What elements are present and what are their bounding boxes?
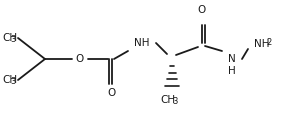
Text: 3: 3 bbox=[10, 35, 15, 44]
Text: 2: 2 bbox=[266, 38, 271, 47]
Text: 3: 3 bbox=[172, 97, 178, 106]
Text: CH: CH bbox=[2, 75, 17, 85]
Text: O: O bbox=[198, 5, 206, 15]
Text: NH: NH bbox=[134, 38, 150, 48]
Text: CH: CH bbox=[2, 33, 17, 43]
Text: O: O bbox=[76, 54, 84, 64]
Text: NH: NH bbox=[254, 39, 270, 49]
Text: N: N bbox=[228, 54, 236, 64]
Text: CH: CH bbox=[161, 95, 176, 105]
Text: H: H bbox=[228, 66, 236, 76]
Text: 3: 3 bbox=[10, 77, 15, 86]
Text: O: O bbox=[108, 88, 116, 98]
